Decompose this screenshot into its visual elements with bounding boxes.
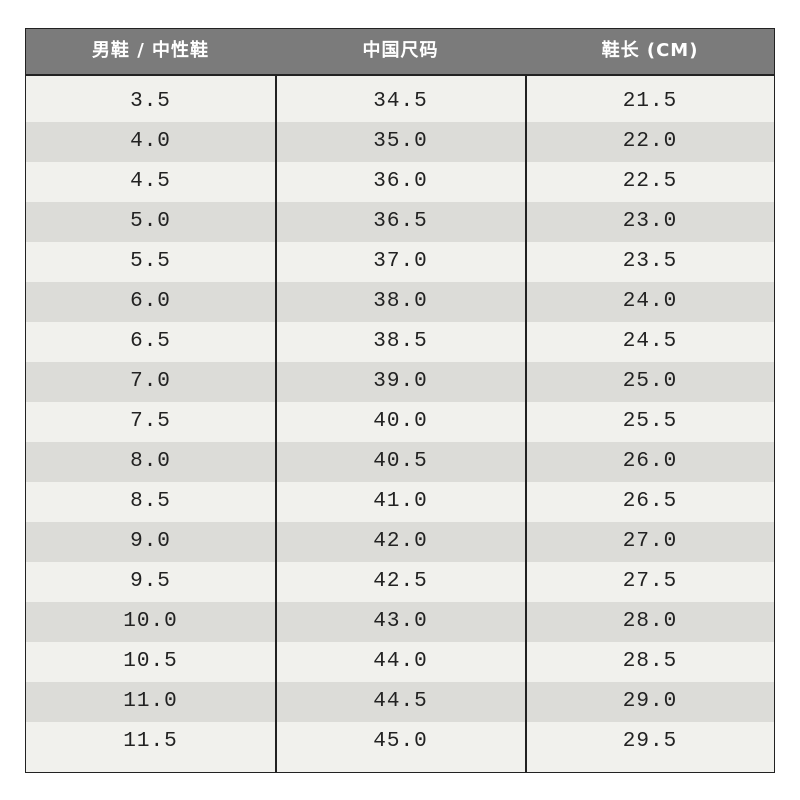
table-cell: 27.5 — [622, 570, 678, 593]
table-cell: 21.5 — [622, 90, 678, 113]
table-cell: 44.0 — [373, 650, 428, 673]
table-cell: 40.0 — [373, 410, 428, 433]
table-cell: 25.5 — [622, 410, 678, 433]
table-cell: 43.0 — [373, 610, 428, 633]
table-cell: 42.0 — [373, 530, 428, 553]
table-row: 10.5 44.0 28.5 — [26, 642, 774, 682]
table-cell: 9.0 — [130, 530, 171, 553]
table-cell: 26.5 — [622, 490, 678, 513]
table-row: 4.5 36.0 22.5 — [26, 162, 774, 202]
table-cell: 23.0 — [622, 210, 678, 233]
table-row: 5.5 37.0 23.5 — [26, 242, 774, 282]
table-cell: 28.5 — [622, 650, 678, 673]
table-cell: 7.0 — [130, 370, 171, 393]
header-cell: 鞋长 (CM) — [601, 40, 699, 61]
table-cell: 41.0 — [373, 490, 428, 513]
table-row: 7.5 40.0 25.5 — [26, 402, 774, 442]
table-cell: 6.0 — [130, 290, 171, 313]
header-border — [26, 74, 774, 76]
table-cell: 9.5 — [130, 570, 171, 593]
table-cell: 8.5 — [130, 490, 171, 513]
table-cell: 6.5 — [130, 330, 171, 353]
table-cell: 28.0 — [622, 610, 678, 633]
table-cell: 42.5 — [373, 570, 428, 593]
table-row: 8.0 40.5 26.0 — [26, 442, 774, 482]
column-divider — [275, 75, 277, 772]
table-cell: 35.0 — [373, 130, 428, 153]
table-cell: 22.5 — [622, 170, 678, 193]
table-row: 7.0 39.0 25.0 — [26, 362, 774, 402]
table-cell: 45.0 — [373, 730, 428, 753]
column-divider — [525, 75, 527, 772]
table-cell: 11.0 — [123, 690, 178, 713]
table-cell: 34.5 — [373, 90, 428, 113]
table-cell: 39.0 — [373, 370, 428, 393]
table-row: 11.0 44.5 29.0 — [26, 682, 774, 722]
table-cell: 22.0 — [622, 130, 678, 153]
table-row: 10.0 43.0 28.0 — [26, 602, 774, 642]
table-cell: 7.5 — [130, 410, 171, 433]
size-table: 男鞋 / 中性鞋 中国尺码 鞋长 (CM) 11.5 45.0 29.5 11.0 44.5… — [25, 28, 775, 773]
table-cell: 5.0 — [130, 210, 171, 233]
table-cell: 11.5 — [123, 730, 178, 753]
header-row: 男鞋 / 中性鞋 中国尺码 鞋长 (CM) — [26, 29, 774, 75]
table-cell: 38.0 — [373, 290, 428, 313]
table-cell: 23.5 — [622, 250, 678, 273]
table-cell: 44.5 — [373, 690, 428, 713]
table-cell: 10.5 — [123, 650, 178, 673]
table-cell: 25.0 — [622, 370, 678, 393]
table-row: 3.5 34.5 21.5 — [26, 75, 774, 122]
table-cell: 24.0 — [622, 290, 678, 313]
table-cell: 36.5 — [373, 210, 428, 233]
table-row: 5.0 36.5 23.0 — [26, 202, 774, 242]
table-cell: 4.0 — [130, 130, 171, 153]
header-cell: 男鞋 / 中性鞋 — [91, 40, 210, 61]
table-row: 9.5 42.5 27.5 — [26, 562, 774, 602]
table-row: 6.5 38.5 24.5 — [26, 322, 774, 362]
table-row: 11.5 45.0 29.5 — [26, 722, 774, 772]
table-cell: 4.5 — [130, 170, 171, 193]
header-cell: 中国尺码 — [362, 40, 439, 61]
table-cell: 26.0 — [622, 450, 678, 473]
table-cell: 5.5 — [130, 250, 171, 273]
table-row: 8.5 41.0 26.5 — [26, 482, 774, 522]
table-row: 6.0 38.0 24.0 — [26, 282, 774, 322]
table-cell: 24.5 — [622, 330, 678, 353]
table-cell: 3.5 — [130, 90, 171, 113]
table-cell: 38.5 — [373, 330, 428, 353]
table-cell: 27.0 — [622, 530, 678, 553]
table-cell: 8.0 — [130, 450, 171, 473]
table-row: 9.0 42.0 27.0 — [26, 522, 774, 562]
table-row: 4.0 35.0 22.0 — [26, 122, 774, 162]
table-cell: 40.5 — [373, 450, 428, 473]
table-cell: 29.5 — [622, 730, 678, 753]
table-cell: 37.0 — [373, 250, 428, 273]
table-cell: 36.0 — [373, 170, 428, 193]
table-cell: 10.0 — [123, 610, 178, 633]
table-cell: 29.0 — [622, 690, 678, 713]
